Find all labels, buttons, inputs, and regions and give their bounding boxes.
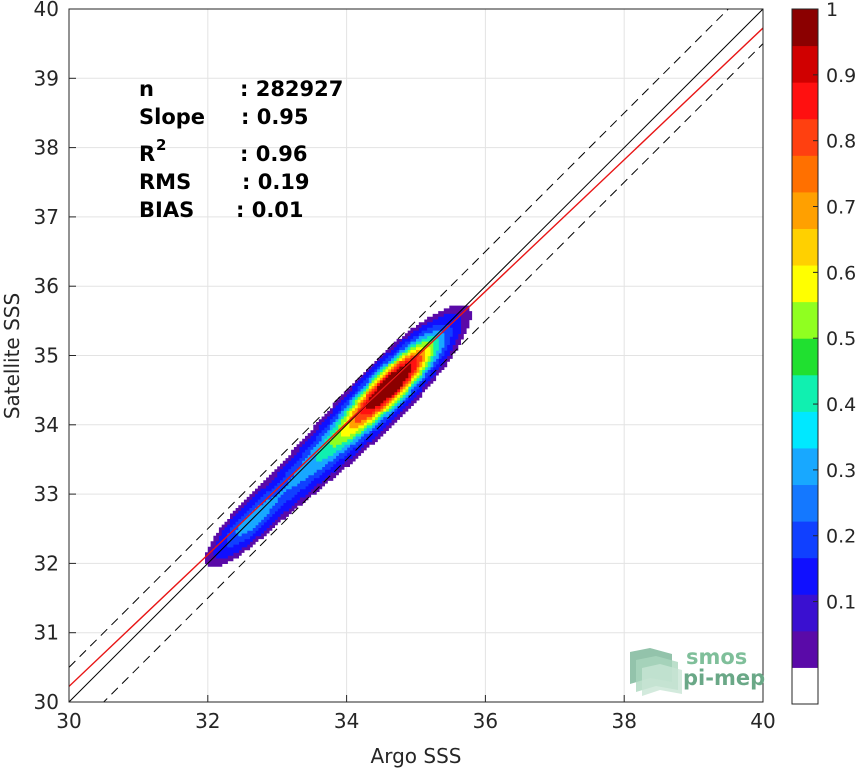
- colorbar-segment: [792, 265, 818, 303]
- stat-r2-value: : 0.96: [240, 142, 308, 166]
- logo-line1: smos: [686, 645, 747, 669]
- colorbar-tick-label: 0.9: [826, 65, 856, 87]
- density-contours: [205, 305, 473, 567]
- reference-line-offset-plus-0-5: [69, 9, 730, 668]
- stat-slope-key: Slope: [139, 105, 205, 129]
- grid-lines: [68, 8, 764, 703]
- colorbar-tick-label: 0.1: [826, 592, 856, 614]
- y-tick-label: 40: [34, 0, 59, 21]
- y-tick-label: 38: [34, 136, 59, 160]
- colorbar-ticks: 0.1 0.2 0.3 0.4 0.5 0.6 0.7 0.8 0.9 1: [813, 0, 856, 614]
- colorbar-segment: [792, 228, 818, 266]
- colorbar-segment: [792, 82, 818, 120]
- y-axis-label: Satellite SSS: [0, 293, 24, 419]
- x-tick-label: 38: [611, 709, 636, 733]
- reference-line-one-to-one: [69, 9, 763, 702]
- colorbar-segment: [792, 411, 818, 449]
- colorbar-segment: [792, 374, 818, 412]
- y-tick-label: 37: [34, 205, 59, 229]
- statistics-box: n : 282927 Slope : 0.95 R 2 : 0.96 RMS :…: [139, 77, 343, 222]
- colorbar-segment: [792, 667, 818, 705]
- colorbar-segment: [792, 447, 818, 486]
- colorbar-segment: [792, 557, 818, 595]
- stat-n-value: : 282927: [240, 77, 343, 101]
- colorbar-segment: [792, 118, 818, 156]
- y-tick-label: 33: [34, 482, 59, 506]
- x-tick-label: 36: [473, 709, 498, 733]
- y-tick-label: 32: [34, 551, 59, 575]
- colorbar-tick-label: 1: [826, 0, 838, 21]
- y-tick-label: 39: [34, 66, 59, 90]
- stat-bias-key: BIAS: [139, 198, 194, 222]
- reference-line-offset-minus-0-5: [102, 43, 763, 702]
- colorbar: [791, 8, 819, 705]
- colorbar-segment: [792, 521, 818, 559]
- colorbar-segment: [792, 594, 818, 632]
- colorbar-tick-label: 0.7: [826, 197, 856, 219]
- logo-line2: pi-mep: [683, 666, 765, 690]
- colorbar-tick-label: 0.2: [826, 526, 856, 548]
- y-tick-label: 30: [34, 690, 59, 714]
- colorbar-segment: [792, 301, 818, 339]
- colorbar-segment: [792, 9, 818, 47]
- colorbar-tick-label: 0.3: [826, 460, 856, 482]
- colorbar-segment: [792, 155, 818, 193]
- colorbar-tick-label: 0.4: [826, 394, 856, 416]
- stat-r2-key: R: [139, 142, 155, 166]
- y-tick-label: 34: [34, 413, 59, 437]
- stat-n-key: n: [139, 77, 154, 101]
- x-tick-label: 34: [334, 709, 359, 733]
- y-tick-label: 31: [34, 621, 59, 645]
- reference-lines: [69, 9, 763, 702]
- x-tick-label: 30: [56, 709, 81, 733]
- y-tick-label: 35: [34, 344, 59, 368]
- y-tick-label: 36: [34, 274, 59, 298]
- colorbar-segment: [792, 45, 818, 83]
- logo-waves-icon: [630, 648, 682, 696]
- colorbar-segment: [792, 191, 818, 229]
- x-axis-label: Argo SSS: [371, 744, 462, 768]
- stat-r2-sup: 2: [156, 136, 166, 154]
- colorbar-tick-label: 0.8: [826, 131, 856, 153]
- stat-slope-value: : 0.95: [241, 105, 309, 129]
- smos-pi-mep-logo: smos pi-mep: [630, 645, 765, 696]
- density-level-1: [366, 363, 412, 409]
- stat-rms-value: : 0.19: [242, 170, 310, 194]
- colorbar-segment: [792, 338, 818, 376]
- x-tick-label: 32: [195, 709, 220, 733]
- reference-line-regression-fit: [69, 27, 763, 687]
- y-axis-ticks: 30 31 32 33 34 35 36 37 38 39 40: [34, 0, 76, 714]
- colorbar-frame: [791, 8, 819, 705]
- x-tick-label: 40: [750, 709, 775, 733]
- stat-rms-key: RMS: [139, 170, 191, 194]
- colorbar-segment: [792, 630, 818, 668]
- stat-bias-value: : 0.01: [236, 198, 304, 222]
- colorbar-segment: [792, 484, 818, 522]
- colorbar-tick-label: 0.6: [826, 262, 856, 284]
- colorbar-tick-label: 0.5: [826, 328, 856, 350]
- x-axis-ticks: 30 32 34 36 38 40: [56, 695, 776, 733]
